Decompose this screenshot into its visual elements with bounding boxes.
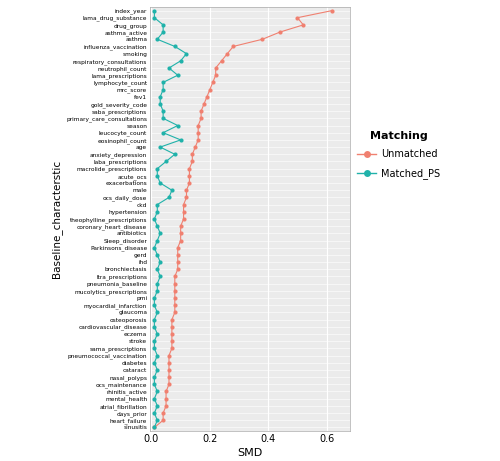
Unmatched bbox=[198, 116, 204, 121]
Matched_PS bbox=[160, 116, 166, 121]
Matched_PS bbox=[152, 8, 158, 13]
Unmatched bbox=[152, 425, 158, 430]
Matched_PS bbox=[174, 72, 180, 78]
Unmatched bbox=[178, 224, 184, 229]
Unmatched bbox=[330, 8, 336, 13]
Line: Unmatched: Unmatched bbox=[152, 8, 334, 430]
Line: Matched_PS: Matched_PS bbox=[152, 8, 188, 430]
Matched_PS bbox=[152, 425, 158, 430]
Matched_PS bbox=[184, 51, 190, 56]
X-axis label: SMD: SMD bbox=[238, 448, 262, 458]
Unmatched bbox=[224, 51, 230, 56]
Matched_PS bbox=[160, 22, 166, 28]
Matched_PS bbox=[154, 310, 160, 315]
Matched_PS bbox=[154, 224, 160, 229]
Y-axis label: Baseline_characterstic: Baseline_characterstic bbox=[51, 160, 62, 278]
Unmatched bbox=[172, 310, 178, 315]
Unmatched bbox=[212, 72, 218, 78]
Unmatched bbox=[300, 22, 306, 28]
Legend: Unmatched, Matched_PS: Unmatched, Matched_PS bbox=[357, 130, 440, 179]
